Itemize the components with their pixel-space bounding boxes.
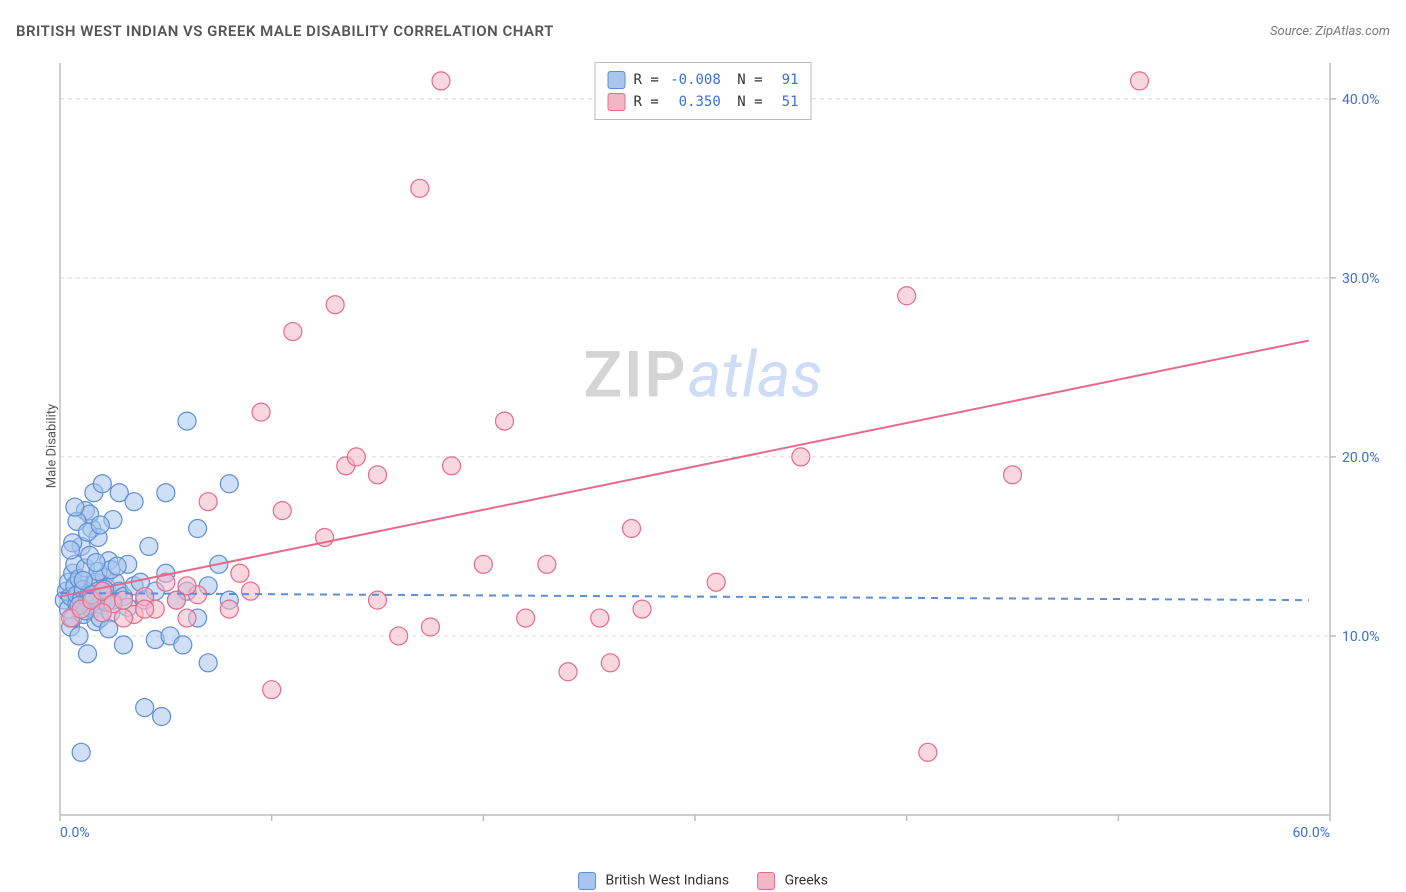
stats-legend-box: R = -0.008 N = 91 R = 0.350 N = 51 — [594, 62, 811, 120]
stats-row: R = -0.008 N = 91 — [607, 69, 798, 91]
chart-title: BRITISH WEST INDIAN VS GREEK MALE DISABI… — [16, 22, 554, 40]
stats-n-value: 91 — [771, 69, 799, 91]
svg-text:40.0%: 40.0% — [1342, 92, 1380, 108]
legend-item: British West Indians — [578, 872, 729, 890]
stats-swatch-icon — [607, 71, 625, 89]
scatter-chart-svg: 0.0% 60.0% 10.0% 20.0% 30.0% 40.0% — [48, 55, 1388, 845]
legend-label: British West Indians — [606, 873, 730, 889]
bottom-legend: British West Indians Greeks — [578, 872, 828, 890]
stats-row: R = 0.350 N = 51 — [607, 91, 798, 113]
legend-swatch-icon — [578, 872, 596, 890]
legend-swatch-icon — [757, 872, 775, 890]
stats-r-value: 0.350 — [667, 91, 721, 113]
svg-text:30.0%: 30.0% — [1342, 271, 1380, 287]
svg-text:60.0%: 60.0% — [1292, 825, 1330, 841]
svg-text:20.0%: 20.0% — [1342, 450, 1380, 466]
source-attribution: Source: ZipAtlas.com — [1270, 24, 1390, 39]
stats-r-value: -0.008 — [667, 69, 721, 91]
legend-item: Greeks — [757, 872, 828, 890]
chart-area: 0.0% 60.0% 10.0% 20.0% 30.0% 40.0% — [48, 55, 1388, 845]
svg-text:10.0%: 10.0% — [1342, 629, 1380, 645]
stats-swatch-icon — [607, 93, 625, 111]
svg-text:0.0%: 0.0% — [60, 825, 90, 841]
legend-label: Greeks — [785, 873, 828, 889]
title-bar: BRITISH WEST INDIAN VS GREEK MALE DISABI… — [16, 22, 1390, 40]
stats-n-value: 51 — [771, 91, 799, 113]
